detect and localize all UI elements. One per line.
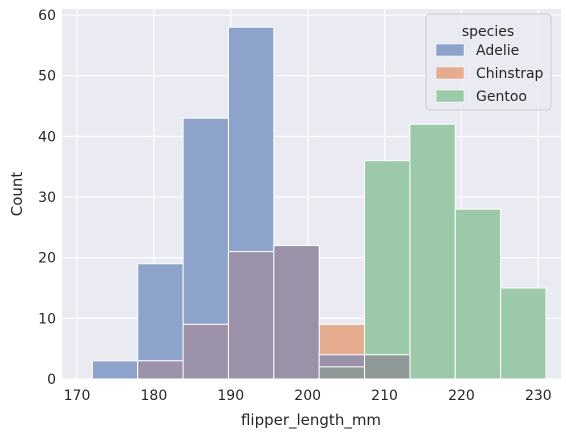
x-tick-labels: 170 180 190 200 210 220 230 (64, 388, 552, 404)
legend-label-chinstrap: Chinstrap (476, 66, 544, 82)
bar-overlap-2 (182, 323, 229, 380)
y-tick-label: 50 (38, 69, 56, 85)
x-tick-label: 200 (294, 388, 321, 404)
bars (91, 26, 547, 380)
legend-title: species (462, 24, 514, 40)
x-tick-label: 180 (141, 388, 168, 404)
bar-adelie-0 (91, 360, 139, 380)
watermark: 知乎 @蜀先生 (457, 403, 552, 421)
bar-gentoo-9 (500, 287, 547, 380)
bar-overlap-gentoo-6 (364, 354, 411, 380)
legend: species Adelie Chinstrap Gentoo (425, 13, 552, 111)
legend-box (425, 13, 552, 111)
bar-gentoo-6 (364, 160, 411, 380)
y-tick-label: 40 (38, 129, 56, 145)
legend-items: Adelie Chinstrap Gentoo (435, 43, 544, 105)
x-tick-label: 220 (448, 388, 475, 404)
y-tick-label: 20 (38, 251, 56, 267)
y-tick-labels: 0 10 20 30 40 50 60 (38, 8, 56, 388)
bar-gentoo-8 (454, 208, 502, 380)
bar-overlap-gentoo-5 (318, 366, 366, 380)
y-tick-label: 0 (47, 372, 56, 388)
x-tick-label: 190 (217, 388, 244, 404)
y-axis-label: Count (8, 172, 26, 217)
bar-overlap-3 (227, 251, 275, 380)
bar-adelie-1 (137, 263, 184, 380)
legend-swatch-gentoo (435, 89, 465, 103)
x-tick-label: 210 (371, 388, 398, 404)
bar-gentoo-7 (409, 123, 456, 380)
y-tick-label: 60 (38, 8, 56, 24)
y-tick-label: 10 (38, 311, 56, 327)
legend-swatch-chinstrap (435, 66, 465, 80)
legend-swatch-adelie (435, 43, 465, 57)
x-axis-label: flipper_length_mm (241, 411, 381, 430)
x-tick-label: 170 (64, 388, 91, 404)
x-tick-label: 230 (525, 388, 552, 404)
bar-overlap-1 (137, 360, 184, 380)
legend-label-adelie: Adelie (476, 43, 519, 59)
bar-overlap-4 (273, 245, 320, 380)
y-tick-label: 30 (38, 190, 56, 206)
legend-label-gentoo: Gentoo (476, 89, 527, 105)
